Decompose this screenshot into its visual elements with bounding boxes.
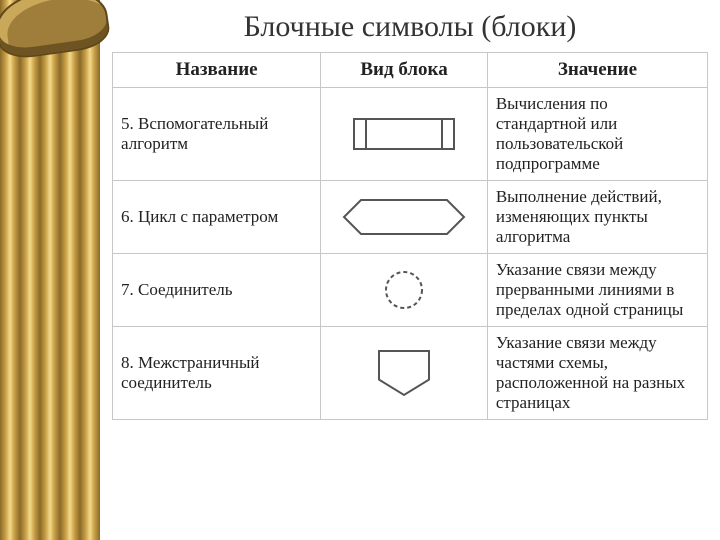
col-meaning: Значение (487, 53, 707, 88)
table-row: 5. Вспомогательный алгоритм Вычисления п… (113, 88, 708, 181)
table-row: 7. Соединитель Указание связи между прер… (113, 254, 708, 327)
col-name: Название (113, 53, 321, 88)
cell-meaning: Указание связи между прерванными линиями… (487, 254, 707, 327)
cell-meaning: Указание связи между частями схемы, расп… (487, 327, 707, 420)
page-title: Блочные символы (блоки) (112, 10, 708, 44)
cell-shape (321, 254, 488, 327)
cell-meaning: Выполнение действий, изменяющих пункты а… (487, 181, 707, 254)
cell-shape (321, 181, 488, 254)
cell-name: 6. Цикл с параметром (113, 181, 321, 254)
main-content: Блочные символы (блоки) Название Вид бло… (100, 0, 720, 540)
col-shape: Вид блока (321, 53, 488, 88)
table-row: 6. Цикл с параметром Выполнение действий… (113, 181, 708, 254)
cell-name: 7. Соединитель (113, 254, 321, 327)
symbols-table: Название Вид блока Значение 5. Вспомогат… (112, 52, 708, 420)
table-row: 8. Межстраничный соединитель Указание св… (113, 327, 708, 420)
cell-name: 5. Вспомогательный алгоритм (113, 88, 321, 181)
cell-name: 8. Межстраничный соединитель (113, 327, 321, 420)
cell-shape (321, 327, 488, 420)
table-header-row: Название Вид блока Значение (113, 53, 708, 88)
cell-meaning: Вычисления по стандартной или пользовате… (487, 88, 707, 181)
decorative-left-stripe (0, 0, 100, 540)
decorative-knot (0, 0, 112, 61)
cell-shape (321, 88, 488, 181)
